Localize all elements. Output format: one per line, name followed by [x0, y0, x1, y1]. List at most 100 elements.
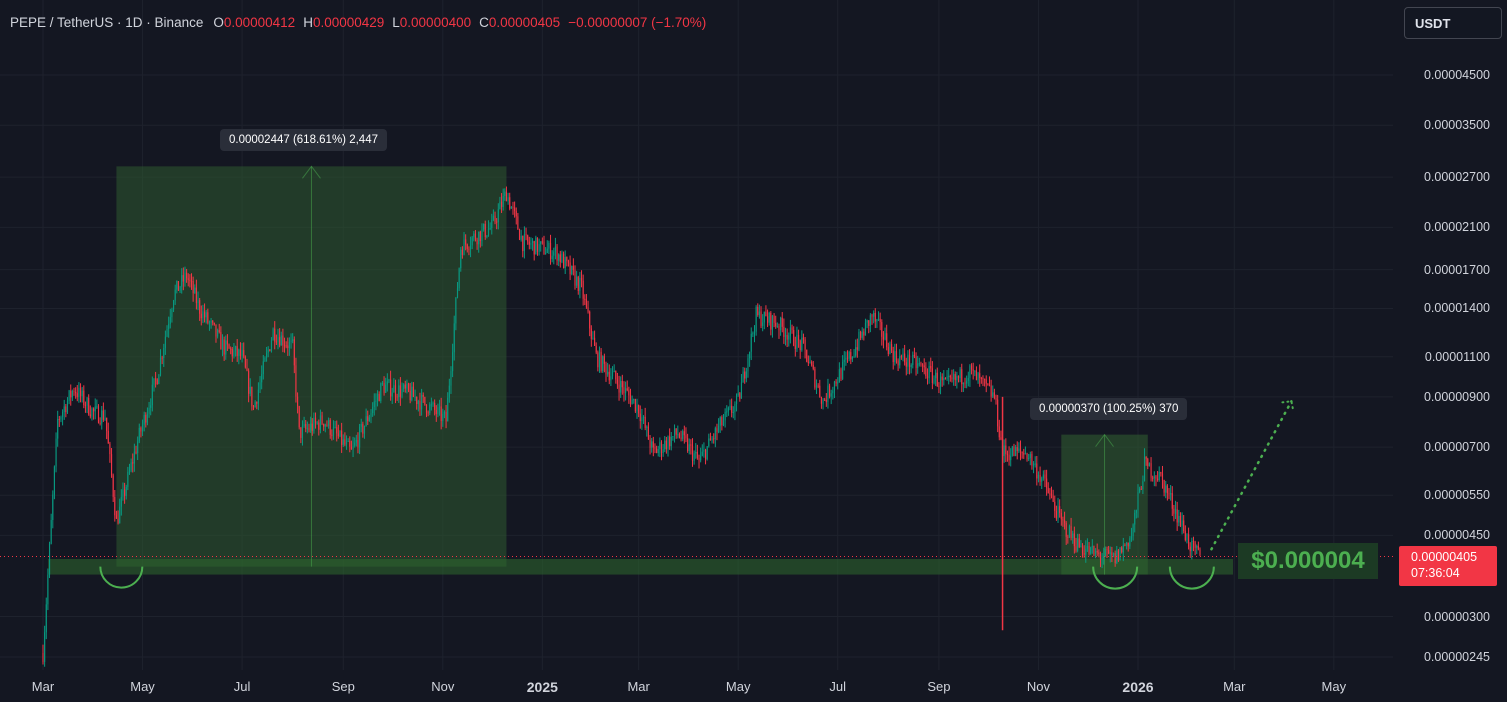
candle-body	[1052, 495, 1054, 502]
candle-body	[1134, 512, 1136, 525]
candle-body	[68, 390, 70, 401]
candle-body	[698, 458, 700, 461]
candle-body	[1059, 506, 1061, 513]
candle-body	[527, 235, 529, 242]
candle-body	[119, 506, 121, 524]
candle-body	[438, 406, 441, 408]
candle-body	[842, 361, 844, 379]
time-tick-label: Nov	[431, 679, 455, 694]
candle-body	[275, 341, 277, 343]
candle-body	[605, 363, 607, 375]
candle-body	[416, 396, 418, 404]
candle-body	[548, 242, 550, 249]
candle-body	[270, 340, 273, 351]
candle-body	[212, 321, 214, 323]
candle-body	[917, 363, 919, 369]
candle-body	[881, 322, 883, 337]
candle-body	[375, 400, 377, 402]
candle-body	[868, 320, 870, 326]
candle-body	[368, 417, 370, 422]
candle-body	[1096, 550, 1098, 553]
candle-body	[1008, 454, 1010, 461]
candle-body	[1036, 463, 1038, 479]
candle-body	[979, 373, 981, 378]
candle-body	[381, 383, 384, 385]
candle-body	[845, 357, 847, 360]
candle-body	[639, 413, 641, 422]
candle-body	[430, 404, 432, 406]
candle-body	[559, 254, 561, 263]
candle-body	[407, 383, 410, 391]
candle-body	[489, 228, 491, 230]
candle-body	[616, 379, 618, 385]
candle-body	[414, 396, 416, 398]
candle-body	[1101, 558, 1103, 560]
candle-body	[236, 346, 238, 356]
candle-body	[468, 248, 470, 250]
candle-body	[130, 462, 132, 471]
candle-body	[638, 405, 640, 414]
candle-body	[956, 375, 958, 381]
candle-body	[107, 430, 109, 444]
time-tick-label: Sep	[927, 679, 951, 694]
currency-button[interactable]: USDT	[1404, 7, 1502, 39]
candle-body	[794, 345, 796, 349]
candle-body	[187, 278, 189, 280]
candle-body	[669, 436, 671, 447]
candle-body	[966, 380, 968, 384]
price-tick-label: 0.00000450	[1423, 528, 1490, 543]
candle-body	[938, 386, 940, 388]
candle-body	[757, 306, 759, 315]
candle-body	[52, 494, 54, 521]
candle-body	[797, 335, 800, 341]
candle-body	[652, 441, 654, 448]
candle-body	[561, 253, 563, 263]
high-value: 0.00000429	[312, 14, 385, 30]
candle-body	[737, 393, 739, 396]
cup-curve	[1092, 566, 1139, 590]
candle-body	[295, 365, 297, 397]
candle-body	[783, 326, 785, 337]
candle-body	[460, 249, 462, 269]
candle-body	[1080, 546, 1082, 548]
candle-body	[600, 351, 602, 371]
support-zone	[48, 558, 1233, 575]
candle-body	[843, 359, 845, 362]
symbol-label[interactable]: PEPE / TetherUS · 1D · Binance	[10, 14, 204, 30]
projection-arrowhead	[1281, 400, 1295, 413]
candle-body	[221, 339, 224, 350]
candle-body	[641, 417, 643, 422]
candle-body	[406, 383, 408, 389]
candle-body	[647, 426, 650, 440]
candle-body	[584, 298, 586, 300]
candle-body	[316, 422, 318, 424]
candle-body	[740, 382, 743, 399]
candle-body	[474, 233, 477, 240]
candle-body	[228, 344, 230, 349]
candle-body	[1088, 545, 1090, 554]
candle-body	[791, 327, 793, 331]
time-tick-label: Sep	[331, 679, 355, 694]
candle-body	[884, 333, 886, 340]
candle-body	[114, 496, 116, 516]
time-tick-label: May	[1321, 679, 1347, 694]
candle-body	[946, 376, 948, 379]
candle-body	[709, 438, 712, 441]
candle-body	[944, 378, 947, 380]
candle-body	[326, 424, 328, 426]
candle-body	[577, 276, 579, 291]
candle-body	[324, 424, 326, 427]
candle-body	[81, 390, 83, 397]
candle-body	[833, 381, 836, 391]
candle-body	[825, 399, 827, 403]
candle-body	[505, 191, 508, 202]
candle-body	[463, 239, 465, 255]
candle-body	[853, 355, 855, 357]
candle-body	[215, 324, 217, 337]
candle-body	[404, 384, 406, 389]
candle-body	[755, 306, 757, 332]
candle-body	[566, 257, 568, 261]
candle-body	[127, 471, 129, 487]
candle-body	[1188, 534, 1190, 547]
